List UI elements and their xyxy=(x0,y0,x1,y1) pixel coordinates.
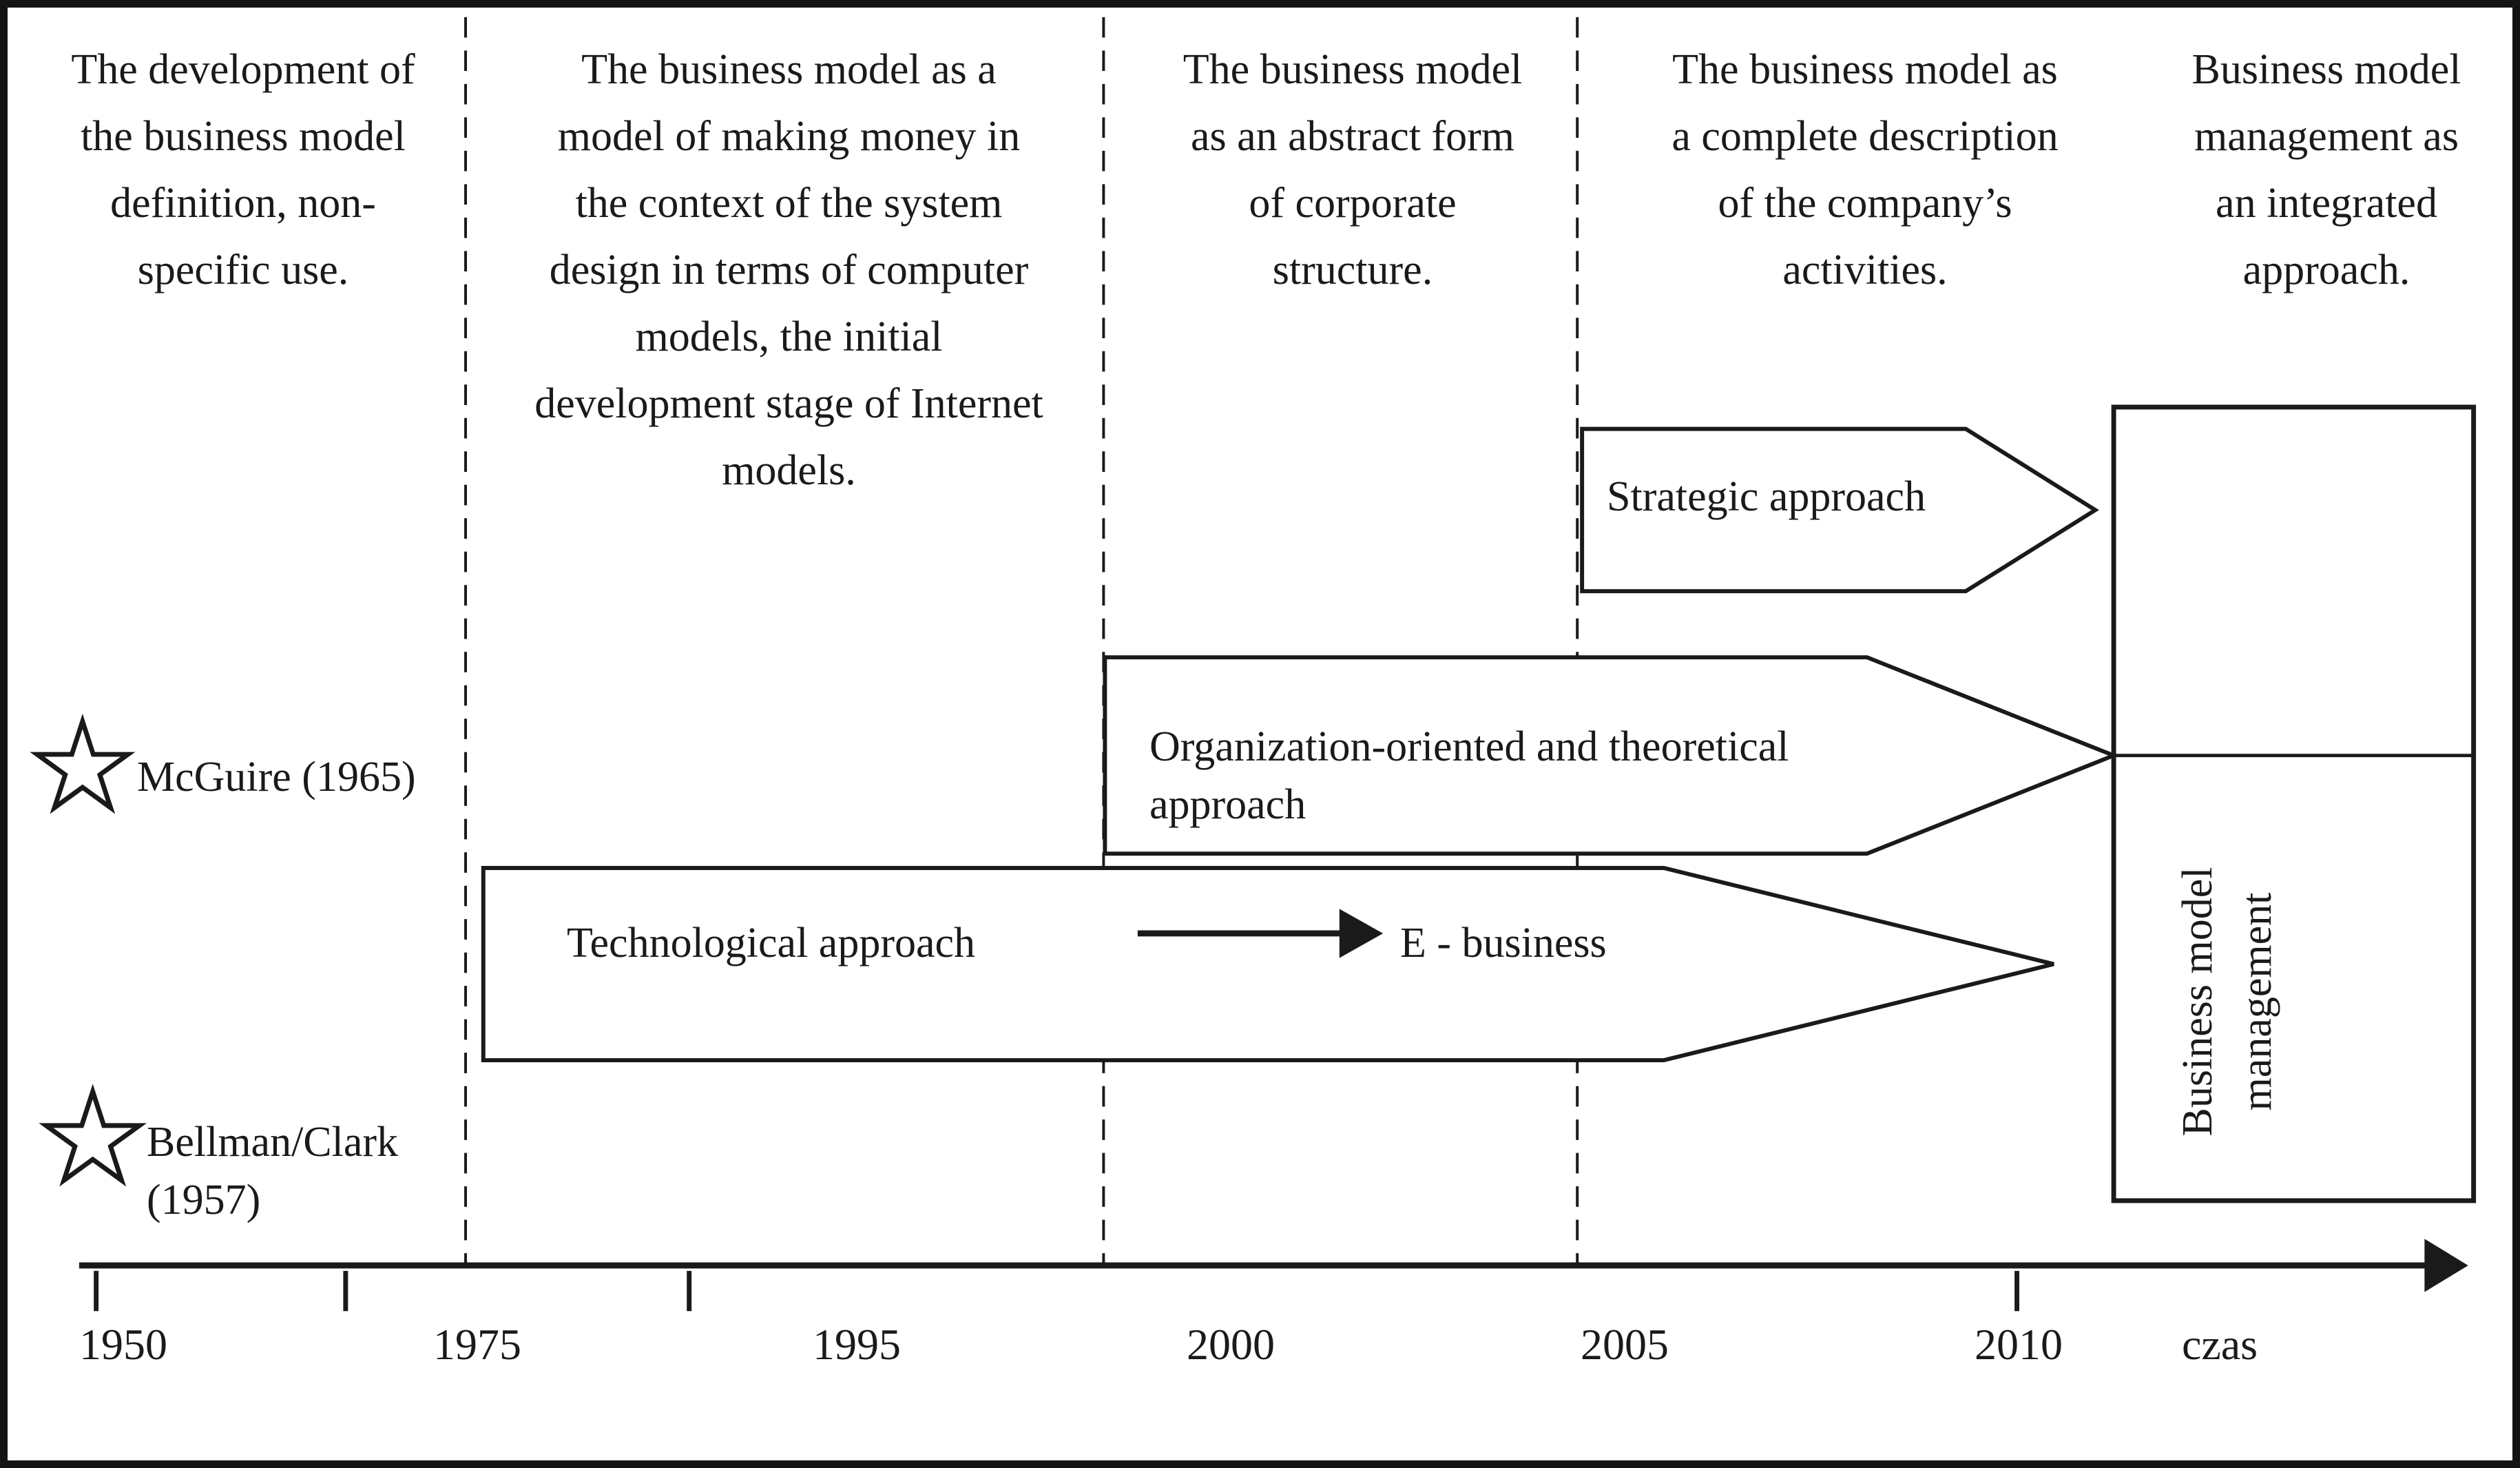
column-header-nonspecific-use: The development of the business model de… xyxy=(71,46,415,293)
strategic-approach-arrow-shape xyxy=(1580,426,2099,594)
business-model-management-box xyxy=(2111,404,2477,1203)
axis-label-czas: czas xyxy=(2181,1320,2258,1369)
mcguire-milestone-label: McGuire (1965) xyxy=(137,754,416,800)
strategic-approach-label: Strategic approach xyxy=(1607,473,1926,520)
column-header-integrated-approach: Business model management as an integrat… xyxy=(2191,46,2461,293)
axis-label-1950: 1950 xyxy=(79,1320,167,1369)
linework-layer xyxy=(30,17,2477,1312)
e-business-flow-arrow-icon xyxy=(1137,909,1384,958)
timeline-axis-arrowhead-icon xyxy=(2424,1239,2468,1292)
e-business-label: E - business xyxy=(1400,920,1607,966)
bellman-clark-star-icon xyxy=(39,1084,147,1187)
technological-approach-arrow-shape xyxy=(481,866,2054,1063)
axis-label-1995: 1995 xyxy=(813,1320,901,1369)
bellman-clark-milestone-label: Bellman/Clark (1957) xyxy=(147,1119,399,1223)
technological-approach-label: Technological approach xyxy=(567,920,975,966)
axis-label-1975: 1975 xyxy=(433,1320,521,1369)
axis-label-2005: 2005 xyxy=(1581,1320,1669,1369)
organizational-approach-arrow-shape xyxy=(1103,655,2120,856)
organizational-approach-label: Organization-oriented and theoretical ap… xyxy=(1149,723,1789,828)
axis-label-2010: 2010 xyxy=(1975,1320,2063,1369)
axis-label-2000: 2000 xyxy=(1187,1320,1275,1369)
mcguire-star-icon xyxy=(30,713,136,814)
column-header-abstract-form: The business model as an abstract form o… xyxy=(1183,46,1523,293)
business-model-management-label: Business model management xyxy=(2174,867,2280,1137)
column-header-money-model: The business model as a model of making … xyxy=(534,46,1043,494)
column-header-complete-description: The business model as a complete descrip… xyxy=(1672,46,2059,293)
